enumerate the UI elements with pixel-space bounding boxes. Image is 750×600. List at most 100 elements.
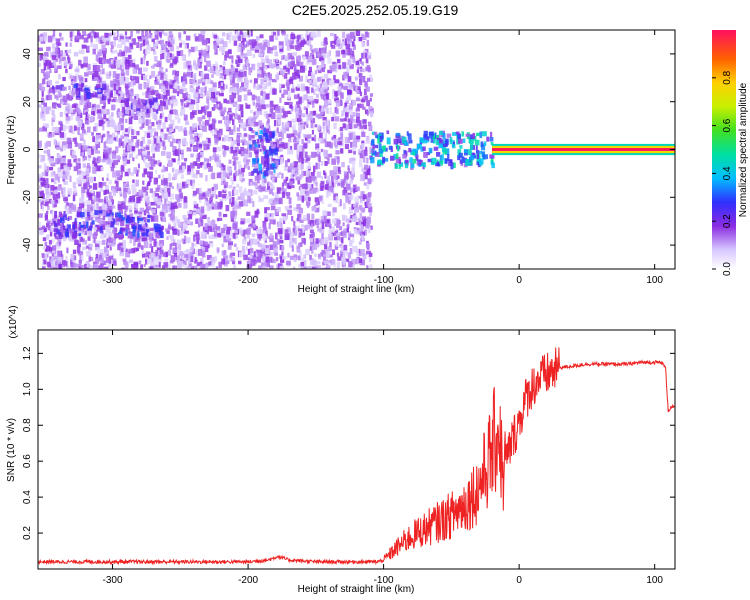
- heatmap-cell: [138, 189, 144, 196]
- heatmap-cell: [280, 148, 283, 152]
- heatmap-cell: [183, 202, 188, 209]
- heatmap-cell: [219, 74, 222, 79]
- heatmap-cell: [265, 124, 269, 131]
- heatmap-cell: [90, 35, 93, 43]
- heatmap-cell: [273, 104, 279, 111]
- heatmap-cell: [73, 76, 77, 83]
- heatmap-cell: [401, 136, 407, 144]
- heatmap-cell: [90, 32, 93, 36]
- heatmap-cell: [96, 79, 100, 85]
- heatmap-cell: [302, 183, 307, 189]
- heatmap-cell: [365, 58, 369, 64]
- heatmap-cell: [222, 196, 228, 201]
- heatmap-cell: [210, 173, 214, 179]
- heatmap-cell: [342, 51, 346, 58]
- heatmap-cell: [349, 41, 354, 48]
- heatmap-cell: [72, 182, 76, 189]
- heatmap-cell: [361, 149, 366, 156]
- heatmap-cell: [446, 133, 452, 138]
- heatmap-cell: [315, 162, 318, 170]
- heatmap-cell: [353, 228, 357, 234]
- heatmap-band-core: [492, 148, 675, 151]
- heatmap-cell: [255, 45, 260, 50]
- heatmap-cell: [98, 156, 102, 162]
- heatmap-cell: [141, 250, 145, 255]
- heatmap-cell: [317, 124, 321, 131]
- heatmap-cell: [398, 162, 404, 167]
- heatmap-cell: [112, 205, 116, 209]
- heatmap-cell: [305, 248, 311, 256]
- heatmap-cell: [99, 97, 104, 105]
- heatmap-cell: [272, 129, 278, 137]
- heatmap-cell: [223, 250, 227, 255]
- heatmap-cell: [291, 133, 295, 137]
- heatmap-cell: [442, 132, 446, 140]
- heatmap-cell: [56, 154, 61, 159]
- heatmap-cell: [281, 246, 284, 251]
- heatmap-cell: [211, 256, 216, 264]
- heatmap-cell: [304, 40, 307, 45]
- heatmap-cell: [343, 177, 346, 183]
- heatmap-cell: [194, 231, 199, 237]
- heatmap-cell: [76, 107, 80, 113]
- heatmap-cell: [327, 246, 332, 252]
- heatmap-cell: [169, 79, 173, 83]
- heatmap-cell: [193, 64, 197, 70]
- heatmap-cell: [54, 130, 60, 136]
- heatmap-cell: [366, 39, 370, 47]
- heatmap-cell: [95, 240, 101, 244]
- heatmap-cell: [142, 224, 147, 229]
- heatmap-cell: [63, 211, 66, 218]
- heatmap-cell: [320, 252, 324, 257]
- heatmap-cell: [232, 76, 235, 84]
- heatmap-cell: [362, 231, 366, 236]
- heatmap-cell: [161, 151, 166, 156]
- heatmap-cell: [222, 145, 227, 149]
- heatmap-cell: [109, 195, 113, 201]
- heatmap-cell: [129, 259, 133, 263]
- heatmap-cell: [269, 148, 275, 154]
- heatmap-cell: [266, 121, 270, 128]
- heatmap-cell: [449, 137, 453, 145]
- heatmap-cell: [51, 121, 54, 127]
- heatmap-cell: [344, 102, 348, 108]
- heatmap-cell: [287, 166, 292, 173]
- heatmap-cell: [60, 157, 66, 164]
- heatmap-cell: [316, 201, 320, 206]
- heatmap-cell: [353, 137, 357, 142]
- heatmap-cell: [64, 50, 69, 56]
- heatmap-cell: [253, 168, 259, 174]
- heatmap-cell: [54, 215, 57, 219]
- heatmap-cell: [224, 188, 227, 192]
- heatmap-cell: [84, 72, 89, 77]
- heatmap-cell: [98, 181, 103, 188]
- heatmap-cell: [415, 156, 418, 161]
- heatmap-cell: [422, 146, 426, 152]
- heatmap-cell: [147, 156, 153, 162]
- heatmap-cell: [228, 241, 233, 246]
- heatmap-cell: [44, 227, 47, 233]
- heatmap-cell: [149, 266, 154, 269]
- heatmap-cell: [322, 126, 325, 134]
- heatmap-cell: [106, 158, 112, 165]
- heatmap-cell: [55, 199, 58, 204]
- heatmap-cell: [278, 171, 282, 175]
- heatmap-cell: [205, 262, 210, 267]
- heatmap-cell: [91, 132, 94, 136]
- heatmap-cell: [172, 138, 175, 143]
- heatmap-cell: [340, 92, 344, 99]
- heatmap-cell: [58, 65, 62, 69]
- heatmap-cell: [246, 159, 250, 166]
- heatmap-cell: [254, 40, 258, 46]
- heatmap-cell: [193, 59, 196, 67]
- heatmap-cell: [226, 33, 231, 40]
- heatmap-cell: [271, 144, 276, 148]
- heatmap-cell: [102, 260, 107, 266]
- heatmap-cell: [197, 152, 201, 160]
- heatmap-cell: [90, 42, 94, 48]
- heatmap-cell: [152, 51, 157, 56]
- heatmap-cell: [327, 203, 332, 207]
- heatmap-cell: [405, 159, 409, 166]
- heatmap-cell: [83, 183, 87, 190]
- heatmap-cell: [66, 247, 69, 254]
